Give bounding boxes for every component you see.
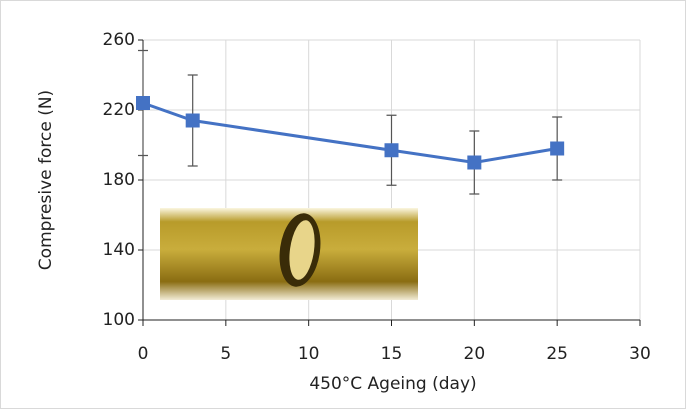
photo-hole-inner [289,220,315,280]
marker [467,155,482,170]
x-tick-label: 20 [464,344,486,364]
x-tick-label: 25 [546,344,568,364]
marker [185,113,200,128]
x-tick-label: 0 [138,344,149,364]
marker [550,141,565,156]
x-axis-label: 450°C Ageing (day) [309,374,476,394]
x-tick-label: 30 [629,344,651,364]
x-tick-label: 15 [381,344,403,364]
x-tick-label: 10 [298,344,320,364]
y-tick-label: 220 [103,100,135,120]
y-tick-label: 140 [103,240,135,260]
y-tick-label: 260 [103,30,135,50]
y-tick-label: 100 [103,310,135,330]
inset-photo [160,208,418,300]
marker [136,96,150,110]
y-tick-label: 180 [103,170,135,190]
x-tick-label: 5 [220,344,231,364]
marker [384,143,399,158]
y-axis-label: Compresive force (N) [36,90,56,270]
